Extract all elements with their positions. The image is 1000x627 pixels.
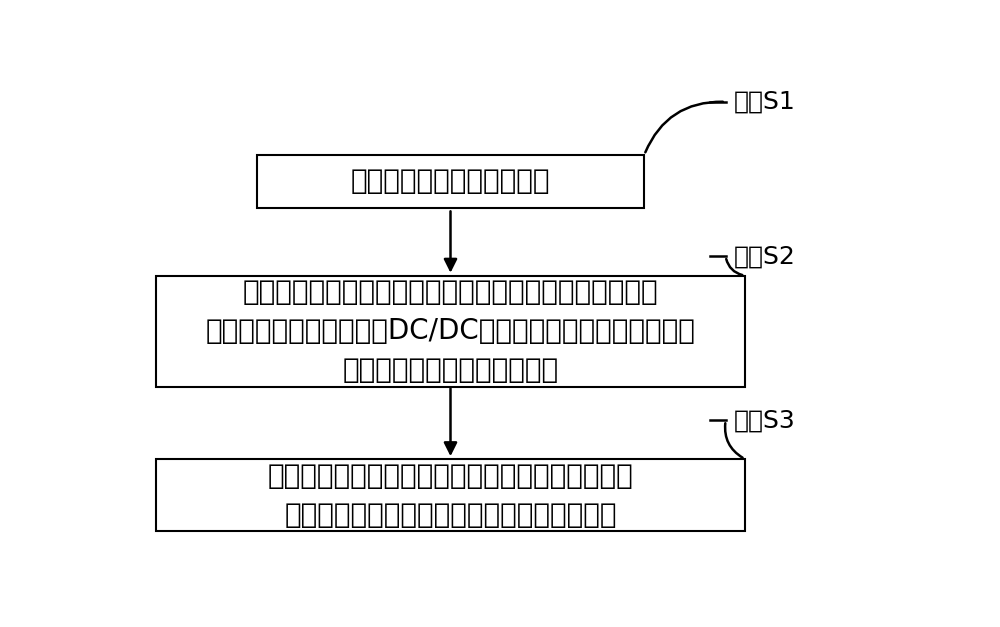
Text: 若所述第一电压达到所述正向工作模式的正向预设阈值，
经过处理后切换所述双向DC/DC变换器为所述反向工作模式，
并获取所述第二端的第二电压: 若所述第一电压达到所述正向工作模式的正向预设阈值， 经过处理后切换所述双向DC/… — [206, 278, 695, 384]
FancyBboxPatch shape — [257, 155, 644, 208]
FancyBboxPatch shape — [156, 459, 745, 532]
FancyBboxPatch shape — [156, 276, 745, 387]
Text: 步骤S2: 步骤S2 — [733, 245, 795, 268]
Text: 步骤S1: 步骤S1 — [733, 90, 795, 113]
Text: 若所述第二电压达到所述反向工作模式的反向预设
阈值时，经过处理后切换为所述正向工作模式: 若所述第二电压达到所述反向工作模式的反向预设 阈值时，经过处理后切换为所述正向工… — [268, 461, 633, 529]
Text: 步骤S3: 步骤S3 — [733, 408, 795, 433]
Text: 获取所述第二端的第一电压: 获取所述第二端的第一电压 — [351, 167, 550, 196]
